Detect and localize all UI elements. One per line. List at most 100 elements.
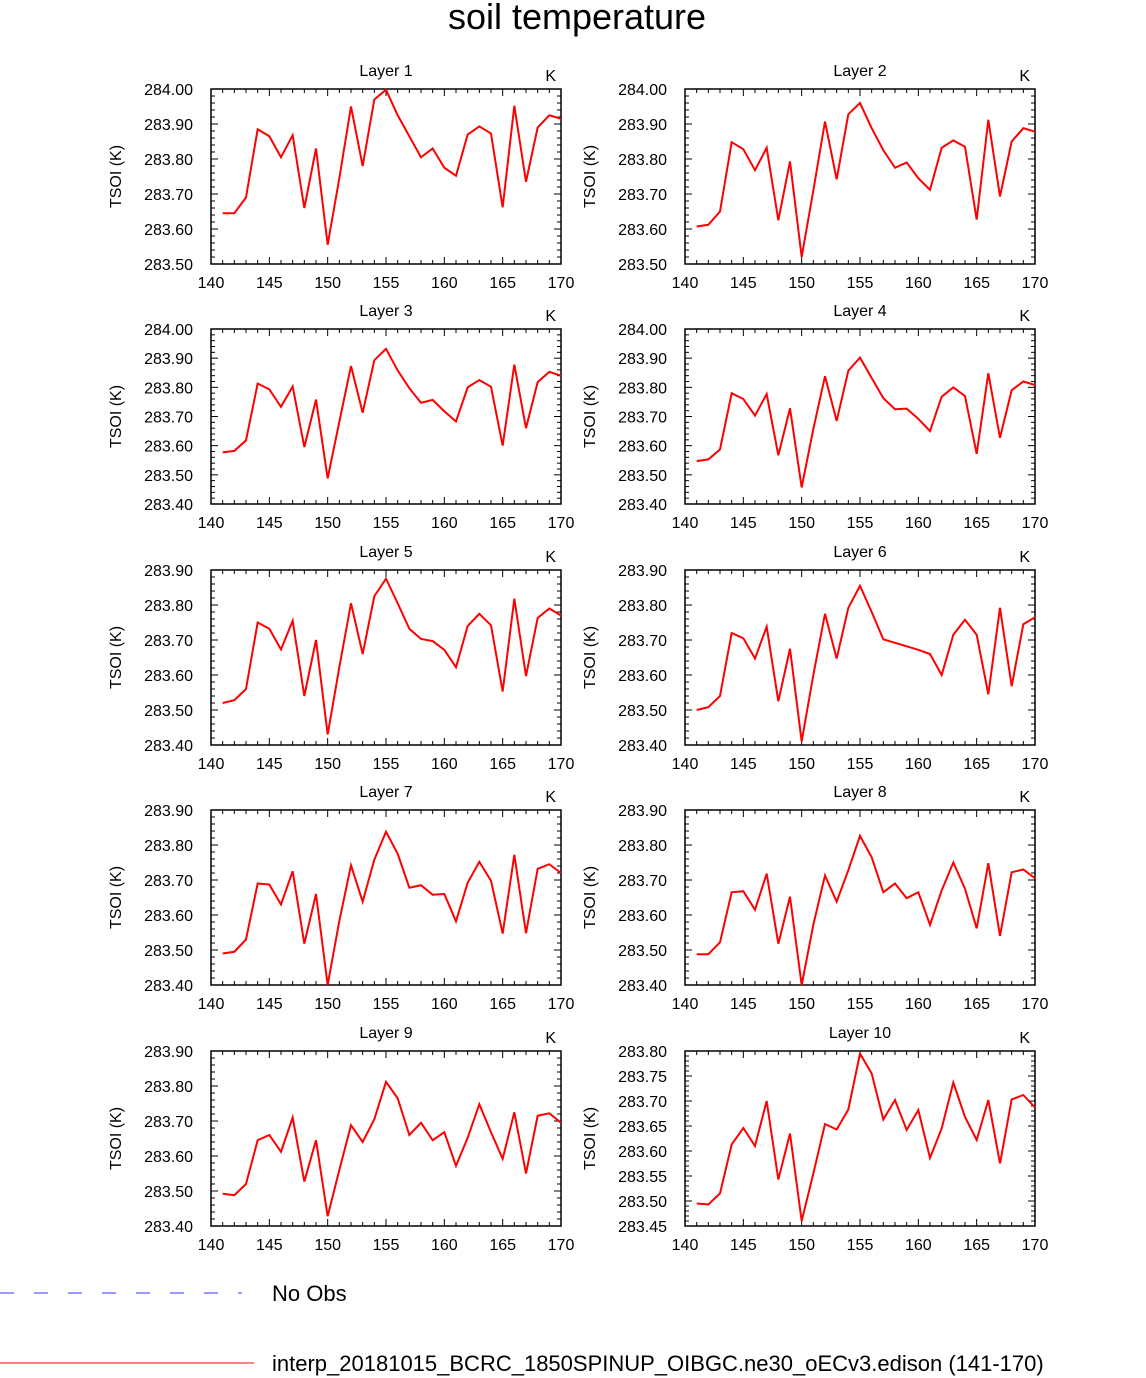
y-axis-label: TSOI (K) [582, 866, 599, 929]
x-tick-label: 155 [373, 515, 400, 532]
x-tick-label: 170 [1022, 515, 1049, 532]
x-tick-label: 160 [431, 996, 458, 1013]
y-tick-label: 283.70 [618, 187, 667, 204]
x-tick-label: 160 [431, 1237, 458, 1254]
x-tick-label: 150 [788, 756, 815, 773]
y-tick-label: 283.70 [144, 1114, 193, 1131]
series-line [222, 347, 562, 479]
series-line [696, 1050, 1036, 1222]
x-tick-label: 140 [198, 996, 225, 1013]
unit-label: K [1019, 549, 1030, 566]
y-tick-label: 283.50 [144, 703, 193, 720]
x-tick-label: 140 [672, 1237, 699, 1254]
x-tick-label: 150 [314, 996, 341, 1013]
x-tick-label: 140 [198, 275, 225, 292]
y-tick-label: 283.90 [618, 563, 667, 580]
panel-layer-10: 140 145 150 155 160 165 170 283.45 283.50 283.55 2… [582, 1025, 1048, 1254]
unit-label: K [545, 308, 556, 325]
y-tick-label: 283.60 [144, 1149, 193, 1166]
y-axis-label: TSOI (K) [108, 1107, 125, 1170]
x-tick-label: 140 [198, 515, 225, 532]
y-tick-label: 283.80 [618, 838, 667, 855]
plot-frame [210, 328, 562, 505]
y-tick-label: 283.40 [618, 497, 667, 514]
series-line [222, 88, 562, 245]
x-tick-label: 155 [373, 275, 400, 292]
x-tick-label: 165 [489, 275, 516, 292]
x-tick-label: 145 [256, 1237, 283, 1254]
series-line [222, 829, 562, 986]
y-tick-label: 284.00 [144, 322, 193, 339]
x-tick-label: 140 [198, 756, 225, 773]
y-tick-label: 283.50 [618, 703, 667, 720]
series-line [696, 101, 1036, 258]
panel-title: Layer 10 [829, 1025, 891, 1042]
panel-title: Layer 2 [833, 63, 886, 80]
x-tick-label: 170 [548, 275, 575, 292]
panel-title: Layer 4 [833, 303, 886, 320]
y-tick-label: 283.90 [144, 563, 193, 580]
panel-layer-1: 140 145 150 155 160 165 170 283.50 283.60 283.70 2… [108, 63, 574, 292]
y-axis-label: TSOI (K) [108, 145, 125, 208]
x-tick-label: 150 [314, 275, 341, 292]
legend-label-no-obs: No Obs [272, 1281, 347, 1306]
y-tick-label: 284.00 [618, 322, 667, 339]
unit-label: K [545, 68, 556, 85]
y-tick-label: 283.80 [618, 1044, 667, 1061]
y-tick-label: 283.70 [618, 633, 667, 650]
unit-label: K [1019, 1030, 1030, 1047]
panel-layer-3: 140 145 150 155 160 165 170 283.40 283.50 283.60 2… [108, 303, 574, 532]
y-tick-label: 283.80 [618, 380, 667, 397]
panel-title: Layer 9 [359, 1025, 412, 1042]
x-tick-label: 145 [256, 275, 283, 292]
x-tick-label: 140 [198, 1237, 225, 1254]
y-tick-label: 283.60 [618, 222, 667, 239]
x-tick-label: 170 [548, 1237, 575, 1254]
plot-frame [210, 88, 562, 265]
series-line [696, 355, 1036, 488]
plot-frame [684, 569, 1036, 746]
panel-layer-5: 140 145 150 155 160 165 170 283.40 283.50 283.60 2… [108, 544, 574, 773]
y-tick-label: 283.90 [144, 351, 193, 368]
x-tick-label: 145 [256, 756, 283, 773]
y-tick-label: 283.40 [144, 1219, 193, 1236]
y-tick-label: 283.70 [144, 410, 193, 427]
x-tick-label: 140 [672, 756, 699, 773]
y-axis-label: TSOI (K) [582, 1107, 599, 1170]
y-axis-label: TSOI (K) [582, 145, 599, 208]
y-tick-label: 283.80 [144, 838, 193, 855]
x-tick-label: 165 [963, 1237, 990, 1254]
y-tick-label: 283.80 [144, 380, 193, 397]
y-tick-label: 283.60 [618, 668, 667, 685]
y-tick-label: 283.40 [618, 978, 667, 995]
y-axis-label: TSOI (K) [582, 385, 599, 448]
y-tick-label: 283.40 [144, 738, 193, 755]
x-tick-label: 145 [256, 996, 283, 1013]
y-tick-label: 283.90 [618, 803, 667, 820]
unit-label: K [1019, 789, 1030, 806]
y-tick-label: 283.50 [144, 257, 193, 274]
panel-title: Layer 8 [833, 784, 886, 801]
x-tick-label: 150 [314, 1237, 341, 1254]
x-tick-label: 155 [373, 756, 400, 773]
panel-layer-8: 140 145 150 155 160 165 170 283.40 283.50 283.60 2… [582, 784, 1048, 1013]
y-tick-label: 284.00 [618, 82, 667, 99]
x-tick-label: 150 [314, 756, 341, 773]
y-tick-label: 283.80 [144, 598, 193, 615]
legend-label-model-run: interp_20181015_BCRC_1850SPINUP_OIBGC.ne… [272, 1351, 1044, 1376]
y-axis-label: TSOI (K) [582, 626, 599, 689]
x-tick-label: 150 [788, 996, 815, 1013]
x-tick-label: 145 [256, 515, 283, 532]
x-tick-label: 140 [672, 515, 699, 532]
y-tick-label: 283.50 [144, 468, 193, 485]
plot-frame [684, 1050, 1036, 1227]
y-tick-label: 283.80 [144, 1079, 193, 1096]
x-tick-label: 170 [548, 996, 575, 1013]
panel-title: Layer 7 [359, 784, 412, 801]
x-tick-label: 145 [730, 515, 757, 532]
y-tick-label: 283.60 [144, 222, 193, 239]
x-tick-label: 170 [1022, 756, 1049, 773]
y-tick-label: 283.50 [144, 943, 193, 960]
y-tick-label: 283.45 [618, 1219, 667, 1236]
